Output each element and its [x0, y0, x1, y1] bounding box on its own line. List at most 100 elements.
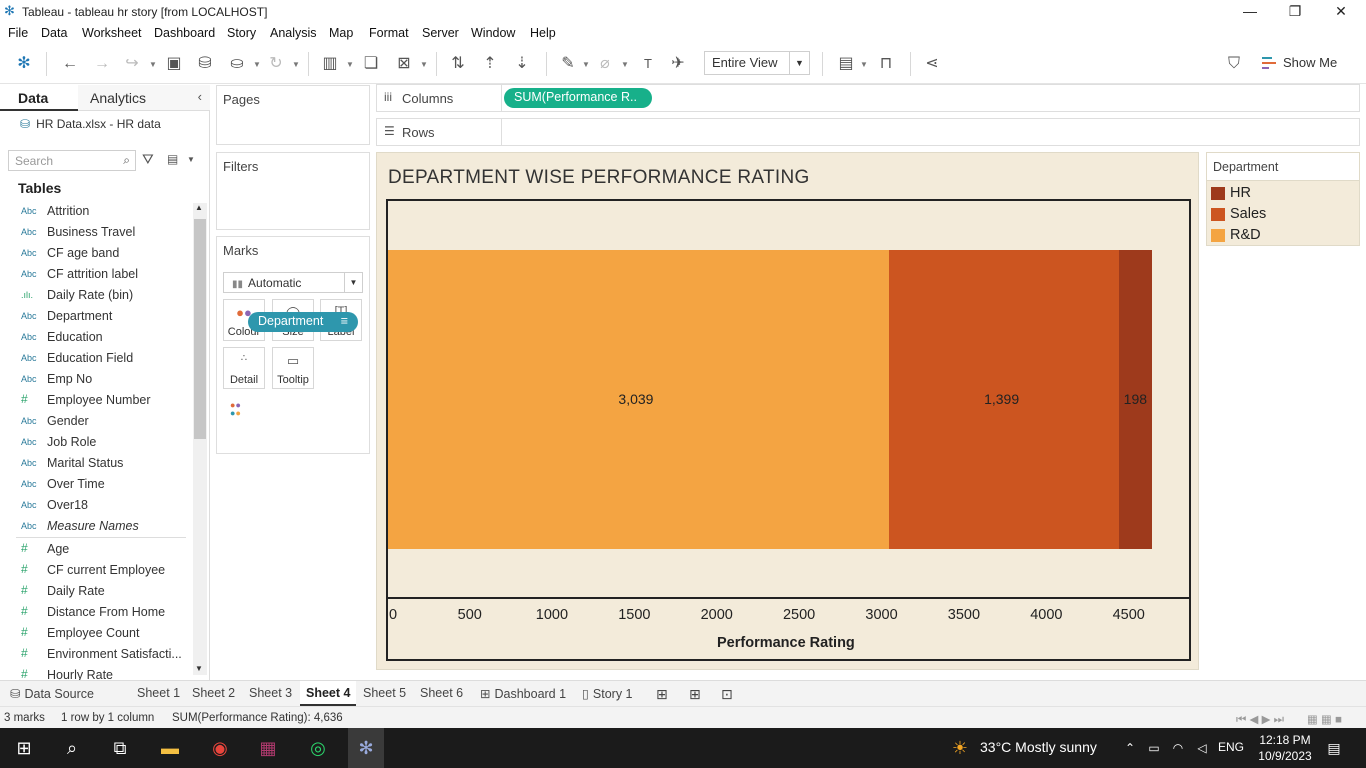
field-item[interactable]: # Daily Rate	[0, 582, 192, 603]
menu-help[interactable]: Help	[530, 26, 556, 40]
system-clock[interactable]: 12:18 PM 10/9/2023	[1255, 732, 1315, 764]
swap-rows-columns-icon[interactable]: ⇅	[451, 55, 465, 72]
pages-card[interactable]: Pages	[216, 85, 370, 145]
field-item[interactable]: Abc Over18	[0, 496, 192, 517]
field-item[interactable]: # Age	[0, 540, 192, 561]
field-item[interactable]: Abc Education	[0, 328, 192, 349]
notifications-icon[interactable]: ▤	[1327, 740, 1341, 756]
fix-axes-icon[interactable]: ✈	[671, 55, 685, 72]
performance-rating-pill[interactable]: SUM(Performance R..	[504, 88, 652, 108]
tableau-taskbar-icon[interactable]: ✻	[348, 728, 384, 768]
view-grid-icon[interactable]: ▦ ▦ ■	[1307, 714, 1343, 726]
field-item[interactable]: .ılı. Daily Rate (bin)	[0, 286, 192, 307]
sort-descending-icon[interactable]: ⇣	[515, 55, 529, 72]
detail-button[interactable]: ∴ Detail	[223, 347, 265, 389]
winrar-icon[interactable]: ▦	[259, 738, 277, 758]
field-item[interactable]: # CF current Employee	[0, 561, 192, 582]
scrollbar-thumb[interactable]	[194, 219, 206, 439]
language-indicator[interactable]: ENG	[1218, 740, 1245, 754]
show-me-button[interactable]: Show Me	[1283, 55, 1338, 70]
field-item[interactable]: # Environment Satisfacti...	[0, 645, 192, 666]
fit-dropdown[interactable]: Entire View ▼	[704, 51, 810, 75]
menu-map[interactable]: Map	[329, 26, 354, 40]
search-icon[interactable]: ⌕	[66, 738, 78, 758]
view-dropdown-icon[interactable]: ▼	[187, 155, 195, 164]
redo-icon[interactable]: →	[94, 55, 110, 72]
clear-sheet-icon[interactable]: ⊠	[397, 55, 411, 72]
new-worksheet-tab-icon[interactable]: ⊞	[656, 686, 668, 702]
share-icon[interactable]: ⋖	[925, 55, 939, 72]
scroll-down-icon[interactable]: ▼	[195, 664, 203, 673]
tab-nav-icon[interactable]: ⏮ ◀ ▶ ⏭	[1236, 714, 1284, 726]
field-item[interactable]: Abc Measure Names	[0, 517, 192, 538]
chrome-icon[interactable]: ◉	[212, 738, 228, 758]
menu-dashboard[interactable]: Dashboard	[154, 26, 216, 40]
field-list-scrollbar[interactable]: ▲ ▼	[193, 203, 207, 675]
group-dropdown-icon[interactable]: ▼	[621, 60, 629, 69]
tab-story-1[interactable]: ▯ Story 1	[576, 681, 639, 706]
menu-analysis[interactable]: Analysis	[270, 26, 317, 40]
chevron-down-icon[interactable]: ▼	[789, 52, 809, 74]
tab-data[interactable]: Data	[0, 85, 78, 111]
menu-file[interactable]: File	[8, 26, 29, 40]
tab-sheet[interactable]: Sheet 4	[300, 681, 357, 706]
x-axis-area[interactable]	[386, 598, 1191, 661]
field-item[interactable]: Abc Gender	[0, 412, 192, 433]
field-item[interactable]: Abc Department	[0, 307, 192, 328]
save-icon[interactable]: ▣	[166, 55, 182, 72]
windows-start-icon[interactable]: ⊞	[16, 738, 32, 758]
field-item[interactable]: Abc Emp No	[0, 370, 192, 391]
field-item[interactable]: Abc Job Role	[0, 433, 192, 454]
new-story-tab-icon[interactable]: ⊡	[721, 686, 733, 702]
undo-icon[interactable]: ←	[62, 55, 78, 72]
view-list-icon[interactable]: ▤	[167, 152, 179, 166]
task-view-icon[interactable]: ⧉	[113, 738, 127, 758]
tab-dashboard-1[interactable]: ⊞ Dashboard 1	[474, 681, 572, 706]
new-dashboard-tab-icon[interactable]: ⊞	[689, 686, 701, 702]
field-item[interactable]: Abc CF age band	[0, 244, 192, 265]
rows-shelf[interactable]: ☰ Rows	[376, 118, 1360, 146]
tooltip-button[interactable]: ▭ Tooltip	[272, 347, 314, 389]
pause-dropdown-icon[interactable]: ▼	[253, 60, 261, 69]
field-item[interactable]: # Employee Number	[0, 391, 192, 412]
new-worksheet-icon[interactable]: ▥	[322, 55, 338, 72]
tab-analytics[interactable]: Analytics ‹	[78, 85, 210, 111]
tab-sheet[interactable]: Sheet 1	[137, 686, 181, 700]
new-datasource-icon[interactable]: ⛁	[198, 55, 212, 72]
show-cards-dropdown-icon[interactable]: ▼	[860, 60, 868, 69]
tab-sheet[interactable]: Sheet 5	[363, 686, 407, 700]
minimize-icon[interactable]: —	[1243, 3, 1257, 19]
field-item[interactable]: # Employee Count	[0, 624, 192, 645]
show-mark-labels-icon[interactable]: T	[644, 56, 652, 71]
show-me-icon[interactable]	[1262, 56, 1276, 70]
menu-window[interactable]: Window	[471, 26, 516, 40]
format-painter-icon[interactable]: ⛉	[1227, 55, 1240, 72]
duplicate-sheet-icon[interactable]: ❏	[363, 55, 379, 72]
close-icon[interactable]: ✕	[1335, 3, 1347, 19]
tab-sheet[interactable]: Sheet 6	[420, 686, 464, 700]
field-item[interactable]: Abc Business Travel	[0, 223, 192, 244]
presentation-mode-icon[interactable]: ⊓	[879, 55, 893, 72]
collapse-pane-icon[interactable]: ‹	[197, 89, 202, 104]
refresh-icon[interactable]: ↻	[269, 55, 283, 72]
bar-segment[interactable]	[1119, 250, 1152, 549]
show-hidden-icons-icon[interactable]: ⌃	[1124, 741, 1136, 755]
pause-updates-icon[interactable]: ⛀	[230, 55, 244, 72]
menu-data[interactable]: Data	[41, 26, 68, 40]
highlight-dropdown-icon[interactable]: ▼	[582, 60, 590, 69]
field-item[interactable]: Abc Over Time	[0, 475, 192, 496]
menu-story[interactable]: Story	[227, 26, 257, 40]
tab-data-source[interactable]: ⛁ Data Source	[4, 681, 100, 706]
refresh-dropdown-icon[interactable]: ▼	[292, 60, 300, 69]
file-explorer-icon[interactable]: ▬	[161, 738, 179, 758]
plot-area[interactable]	[386, 199, 1191, 599]
field-item[interactable]: Abc Marital Status	[0, 454, 192, 475]
menu-worksheet[interactable]: Worksheet	[82, 26, 142, 40]
filters-card[interactable]: Filters	[216, 152, 370, 230]
tab-sheet[interactable]: Sheet 3	[249, 686, 293, 700]
datasource-item[interactable]: ⛁ HR Data.xlsx - HR data	[20, 117, 161, 131]
field-item[interactable]: # Distance From Home	[0, 603, 192, 624]
field-item[interactable]: Abc Education Field	[0, 349, 192, 370]
tableau-home-icon[interactable]: ✻	[17, 55, 31, 72]
show-cards-icon[interactable]: ▤	[838, 55, 854, 72]
